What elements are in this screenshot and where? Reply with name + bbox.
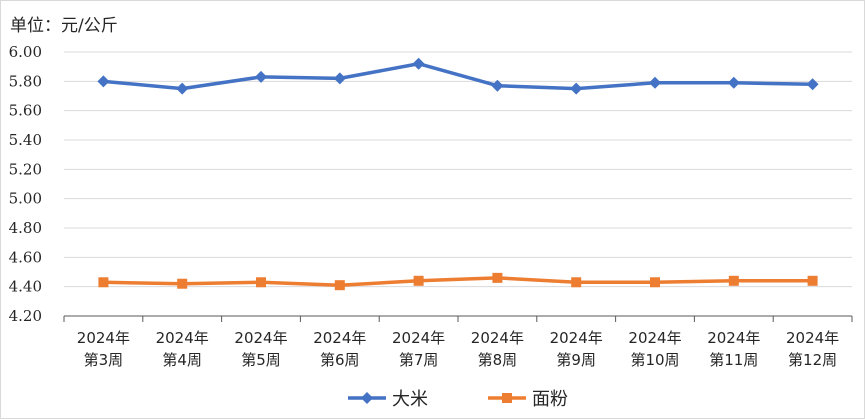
data-point bbox=[333, 72, 346, 85]
data-point bbox=[255, 70, 267, 83]
data-point bbox=[807, 275, 818, 286]
y-tick-label: 6.00 bbox=[9, 43, 42, 61]
y-axis-ticks: 6.00 5.80 5.60 5.40 5.20 5.00 4.80 4.60 4.40 4.20 bbox=[9, 43, 42, 325]
data-point bbox=[176, 82, 189, 95]
data-point bbox=[177, 278, 188, 289]
y-tick-label: 5.60 bbox=[9, 102, 42, 120]
x-tick-label-week: 第10周 bbox=[630, 351, 679, 369]
y-tick-label: 4.60 bbox=[9, 248, 42, 266]
x-tick-label-week: 第6周 bbox=[320, 351, 360, 369]
y-tick-label: 4.40 bbox=[9, 278, 42, 296]
legend-label: 面粉 bbox=[532, 389, 568, 410]
data-point bbox=[650, 277, 660, 288]
x-tick-label-year: 2024年 bbox=[550, 329, 603, 347]
legend-label: 大米 bbox=[392, 389, 428, 410]
unit-label: 单位：元/公斤 bbox=[10, 16, 118, 36]
x-tick-label-week: 第3周 bbox=[84, 351, 124, 369]
series-line-2 bbox=[103, 276, 813, 287]
x-tick-label-year: 2024年 bbox=[628, 329, 681, 347]
x-tick-label-year: 2024年 bbox=[313, 329, 366, 347]
data-point bbox=[649, 76, 661, 89]
x-tick-label-year: 2024年 bbox=[707, 329, 760, 347]
data-point bbox=[98, 277, 109, 288]
data-point bbox=[727, 76, 740, 89]
y-tick-label: 4.80 bbox=[9, 219, 42, 237]
x-tick-label-week: 第4周 bbox=[162, 351, 202, 369]
x-tick-label-week: 第9周 bbox=[556, 351, 596, 369]
legend-item-2: 面粉 bbox=[488, 389, 568, 410]
x-tick-label-year: 2024年 bbox=[77, 329, 130, 347]
x-tick-label-week: 第5周 bbox=[241, 351, 281, 369]
y-tick-label: 5.80 bbox=[9, 72, 42, 90]
x-tick-label-year: 2024年 bbox=[392, 329, 445, 347]
data-point bbox=[97, 75, 110, 88]
x-tick-label-year: 2024年 bbox=[234, 329, 287, 347]
x-tick-label-year: 2024年 bbox=[156, 329, 209, 347]
x-tick-label-year: 2024年 bbox=[786, 329, 839, 347]
axes bbox=[63, 315, 853, 322]
legend: 大米 面粉 bbox=[348, 389, 568, 410]
x-tick-label-week: 第12周 bbox=[788, 351, 837, 369]
data-point bbox=[570, 82, 583, 95]
legend-marker bbox=[502, 393, 512, 403]
data-point bbox=[413, 275, 424, 286]
data-point bbox=[492, 272, 503, 283]
y-tick-label: 5.00 bbox=[9, 190, 42, 208]
series-line-1 bbox=[103, 61, 813, 91]
data-point bbox=[571, 277, 582, 288]
data-point bbox=[412, 57, 425, 70]
data-point bbox=[491, 79, 504, 92]
x-tick-label-week: 第11周 bbox=[709, 351, 758, 369]
y-tick-label: 4.20 bbox=[9, 307, 42, 325]
y-tick-label: 5.40 bbox=[9, 131, 42, 149]
data-point bbox=[256, 277, 266, 288]
series bbox=[97, 57, 819, 291]
series-2 bbox=[98, 272, 818, 291]
gridlines bbox=[64, 51, 852, 288]
x-tick-label-year: 2024年 bbox=[471, 329, 524, 347]
x-tick-label-week: 第7周 bbox=[399, 351, 439, 369]
legend-item-1: 大米 bbox=[348, 389, 428, 410]
legend-marker bbox=[361, 392, 373, 404]
series-1 bbox=[97, 57, 819, 95]
x-tick-label-week: 第8周 bbox=[478, 351, 518, 369]
y-tick-label: 5.20 bbox=[9, 160, 42, 178]
data-point bbox=[334, 280, 345, 291]
data-point bbox=[728, 275, 739, 286]
data-point bbox=[806, 78, 819, 91]
